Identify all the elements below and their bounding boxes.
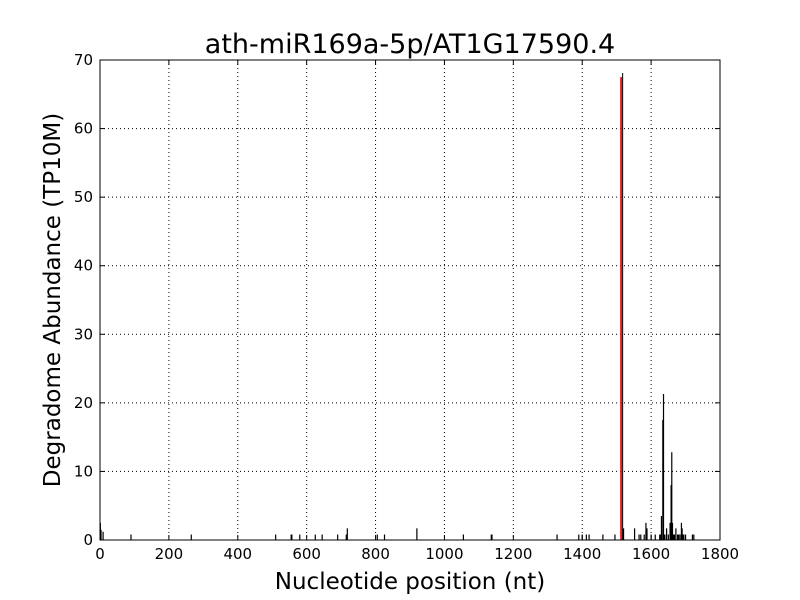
x-tick-label: 1000 [425,545,463,563]
y-axis-label: Degradome Abundance (TP10M) [40,113,66,487]
x-tick-label: 800 [361,545,390,563]
x-axis: 0 200 400 600 800 1000 1200 1400 1600 1800 [95,60,739,563]
x-tick-label: 1200 [494,545,532,563]
y-tick-label: 70 [74,51,93,69]
y-tick-label: 0 [83,531,93,549]
bars [99,393,695,540]
grid [100,60,720,540]
y-axis: 0 10 20 30 40 50 60 70 [74,51,720,549]
y-tick-label: 40 [74,257,93,275]
x-tick-label: 200 [155,545,184,563]
y-tick-label: 20 [74,394,93,412]
x-tick-label: 600 [292,545,321,563]
y-tick-label: 50 [74,188,93,206]
x-tick-label: 400 [223,545,252,563]
y-tick-label: 60 [74,120,93,138]
x-tick-label: 1600 [632,545,670,563]
y-tick-label: 10 [74,462,93,480]
x-tick-label: 0 [95,545,105,563]
highlight-bar-group [620,73,624,540]
x-tick-label: 1800 [701,545,739,563]
x-tick-label: 1400 [563,545,601,563]
x-axis-label: Nucleotide position (nt) [275,569,545,595]
chart-title: ath-miR169a-5p/AT1G17590.4 [205,29,615,60]
plot-frame [99,59,721,541]
y-tick-label: 30 [74,325,93,343]
